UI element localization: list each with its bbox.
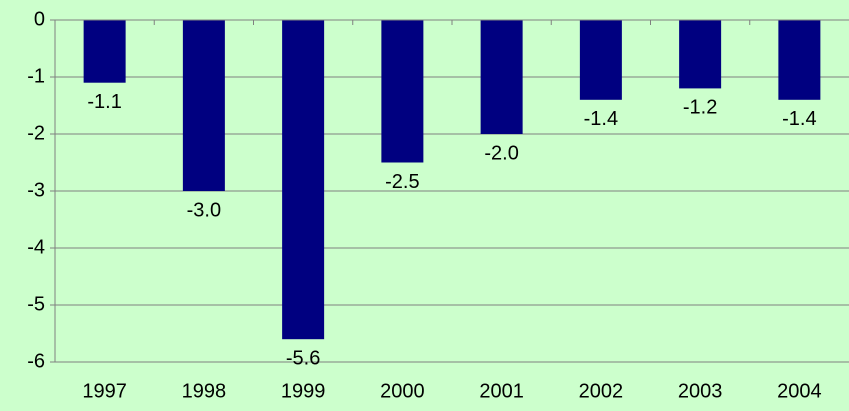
y-tick-label: 0 bbox=[34, 8, 45, 30]
x-tick-label: 2003 bbox=[678, 380, 723, 402]
y-tick-label: -4 bbox=[27, 236, 45, 258]
y-tick-label: -5 bbox=[27, 293, 45, 315]
x-tick-label: 2000 bbox=[380, 380, 425, 402]
data-label: -2.5 bbox=[385, 171, 419, 193]
y-tick-label: -6 bbox=[27, 350, 45, 372]
y-tick-label: -3 bbox=[27, 179, 45, 201]
bar bbox=[182, 20, 225, 191]
x-tick-label: 1997 bbox=[82, 380, 127, 402]
bar bbox=[480, 20, 523, 134]
data-label: -2.0 bbox=[484, 142, 518, 164]
x-tick-label: 2001 bbox=[479, 380, 524, 402]
bar bbox=[381, 20, 424, 163]
bar bbox=[579, 20, 622, 100]
y-tick-label: -2 bbox=[27, 122, 45, 144]
y-tick-label: -1 bbox=[27, 65, 45, 87]
data-label: -1.2 bbox=[683, 97, 717, 119]
bar bbox=[83, 20, 126, 83]
data-label: -1.4 bbox=[782, 108, 816, 130]
x-tick-label: 1999 bbox=[281, 380, 326, 402]
x-tick-label: 1998 bbox=[182, 380, 227, 402]
bar bbox=[778, 20, 821, 100]
bar bbox=[282, 20, 325, 340]
data-label: -5.6 bbox=[286, 347, 320, 369]
data-label: -1.4 bbox=[584, 108, 618, 130]
x-tick-label: 2002 bbox=[579, 380, 624, 402]
data-label: -1.1 bbox=[87, 91, 121, 113]
bar bbox=[679, 20, 722, 89]
data-label: -3.0 bbox=[187, 199, 221, 221]
x-tick-label: 2004 bbox=[777, 380, 822, 402]
